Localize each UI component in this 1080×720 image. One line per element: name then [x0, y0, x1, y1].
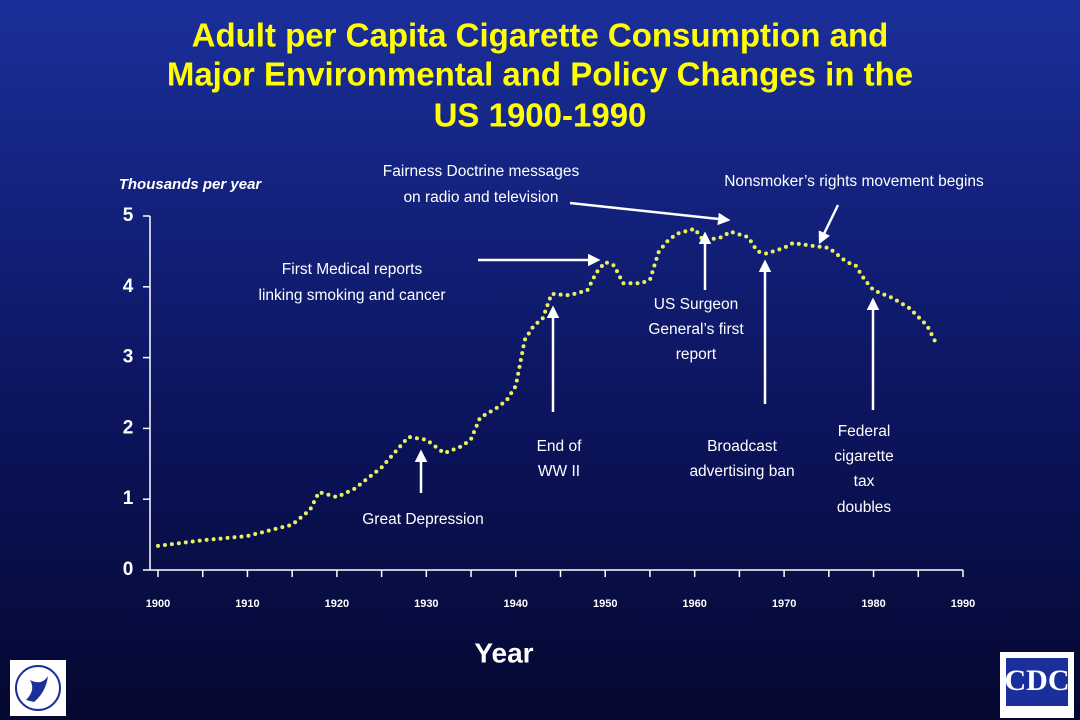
- annotation: Fairness Doctrine messages: [383, 163, 580, 180]
- x-tick-label: 1970: [772, 598, 796, 610]
- annotation: Great Depression: [362, 511, 483, 528]
- annotation: US Surgeon: [654, 296, 738, 313]
- hhs-logo: [10, 660, 66, 716]
- cdc-logo: CDC: [1000, 652, 1074, 718]
- annotation: advertising ban: [689, 463, 794, 480]
- annotation: Nonsmoker’s rights movement begins: [724, 173, 984, 190]
- y-tick-label: 2: [123, 417, 134, 438]
- x-tick-label: 1950: [593, 598, 617, 610]
- annotation: doubles: [837, 499, 892, 516]
- chart-title: US 1900-1990: [434, 97, 647, 134]
- annotation: General’s first: [648, 321, 744, 338]
- x-tick-label: 1990: [951, 598, 975, 610]
- y-tick-label: 4: [123, 276, 134, 297]
- x-tick-label: 1930: [414, 598, 438, 610]
- annotation: linking smoking and cancer: [259, 287, 446, 304]
- x-tick-label: 1960: [682, 598, 706, 610]
- annotation: cigarette: [834, 448, 893, 465]
- data-line: [156, 226, 939, 548]
- chart-title: Adult per Capita Cigarette Consumption a…: [192, 17, 889, 54]
- annotation: WW II: [538, 463, 580, 480]
- y-tick-label: 0: [123, 559, 134, 580]
- y-tick-label: 1: [123, 488, 134, 509]
- chart-title: Major Environmental and Policy Changes i…: [167, 56, 913, 93]
- y-tick-label: 5: [123, 205, 134, 226]
- annotation: tax: [854, 473, 875, 490]
- x-tick-label: 1900: [146, 598, 170, 610]
- annotation-arrow: [569, 201, 731, 226]
- x-tick-label: 1920: [325, 598, 349, 610]
- x-tick-label: 1940: [504, 598, 528, 610]
- annotation: report: [676, 346, 717, 363]
- y-axis-label: Thousands per year: [119, 176, 263, 193]
- annotation: Federal: [838, 423, 891, 440]
- annotation-arrow: [818, 204, 840, 245]
- x-axis-label: Year: [474, 637, 533, 668]
- annotation: Broadcast: [707, 438, 777, 455]
- y-tick-label: 3: [123, 347, 134, 368]
- cdc-logo-text: CDC: [1005, 664, 1070, 697]
- annotation: End of: [537, 438, 583, 455]
- annotation: on radio and television: [403, 189, 558, 206]
- x-tick-label: 1980: [861, 598, 885, 610]
- annotation: First Medical reports: [282, 261, 423, 278]
- x-tick-label: 1910: [235, 598, 259, 610]
